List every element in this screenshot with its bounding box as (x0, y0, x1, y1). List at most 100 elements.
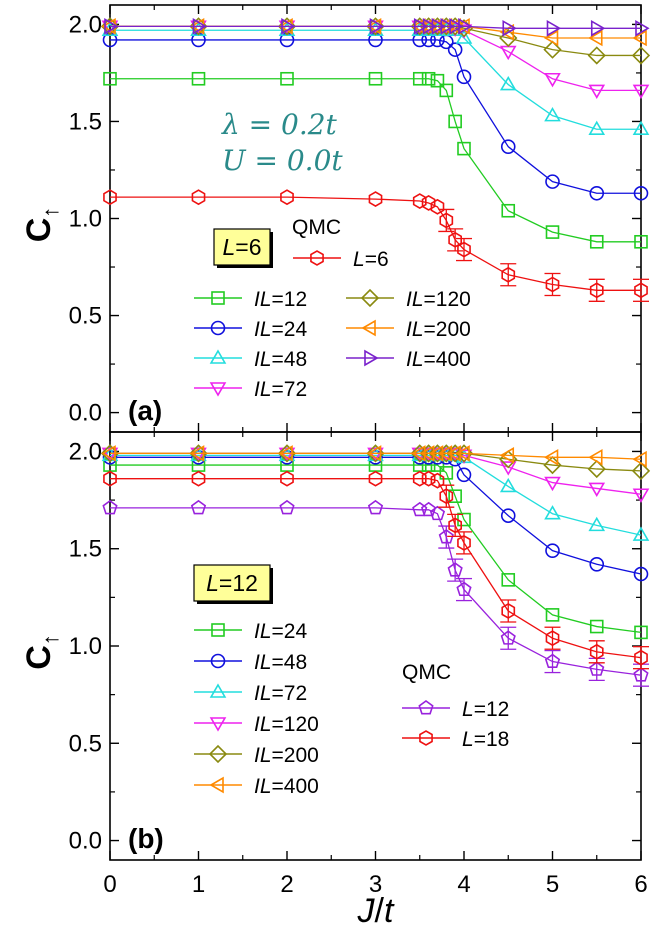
data-point (499, 477, 517, 493)
data-point (279, 499, 295, 515)
legend-marker (364, 349, 379, 367)
legend-label: IL=12 (254, 288, 307, 311)
legend-label: IL=200 (254, 744, 319, 767)
data-point (367, 499, 384, 515)
legend-entry: IL=120 (346, 288, 471, 311)
data-point (190, 499, 207, 515)
data-point (449, 18, 464, 35)
data-point (499, 447, 515, 464)
panel-label: (b) (128, 823, 164, 854)
box-background (213, 228, 271, 266)
data-point (422, 18, 438, 35)
data-point (430, 198, 445, 215)
legend-entry: L=18 (402, 728, 509, 751)
legend-entry: IL=24 (194, 318, 307, 341)
y-axis-label: C↑ (20, 207, 63, 243)
series-l-6 (103, 189, 649, 302)
data-point (501, 573, 516, 587)
data-point (368, 71, 383, 86)
data-point (589, 185, 605, 201)
data-point (500, 508, 516, 523)
data-point (456, 467, 472, 483)
legend-marker (310, 250, 324, 266)
parameter-annotation: λ = 0.2tU = 0.0t (221, 108, 343, 177)
data-point (458, 18, 473, 35)
data-point (279, 449, 295, 465)
data-point (634, 282, 648, 299)
data-point (635, 19, 650, 37)
data-point (545, 174, 560, 189)
legend-label: IL=72 (254, 378, 307, 401)
series-il-24 (102, 32, 649, 201)
legend-marker (209, 776, 224, 794)
data-point (437, 445, 453, 462)
box-label: L=12 (206, 570, 258, 596)
y-tick-label: 0.0 (69, 828, 102, 855)
data-point (411, 445, 426, 462)
data-point (588, 29, 603, 47)
legend-entry: IL=200 (194, 744, 319, 767)
data-point (369, 18, 385, 35)
data-point (545, 276, 560, 293)
data-point (439, 212, 454, 229)
legend-marker (360, 288, 380, 308)
data-point (633, 566, 649, 582)
data-point (501, 203, 516, 218)
series-l-18 (103, 470, 649, 670)
data-point (588, 448, 603, 466)
series-il-48 (102, 449, 649, 582)
data-point (632, 29, 647, 47)
y-tick-label: 0.0 (69, 400, 102, 427)
data-point (634, 649, 648, 666)
y-tick-label: 1.5 (69, 108, 102, 135)
data-point (455, 29, 473, 44)
data-point (281, 18, 296, 35)
data-point (543, 455, 562, 475)
series-il-72 (101, 20, 650, 99)
data-point (457, 241, 471, 258)
legend-marker (211, 291, 225, 305)
data-point (632, 450, 647, 468)
data-point (588, 516, 606, 532)
data-point (368, 449, 383, 465)
data-point (421, 71, 436, 86)
legend-label: IL=48 (254, 651, 307, 674)
x-tick-label: 3 (369, 871, 382, 898)
data-point (633, 185, 649, 201)
data-point (280, 189, 294, 206)
series-il-400 (101, 445, 647, 468)
data-point (448, 231, 463, 248)
legend-marker (210, 653, 226, 669)
legend-label: IL=24 (254, 318, 307, 341)
data-point (499, 450, 518, 469)
data-point (543, 29, 559, 47)
legend-entry: IL=400 (194, 775, 319, 798)
data-point (499, 45, 517, 61)
series-line (110, 507, 642, 676)
legend-entry: IL=24 (194, 620, 307, 643)
legend-entry: IL=48 (194, 651, 307, 674)
data-point (632, 84, 650, 99)
box-label: L=6 (222, 234, 261, 260)
y-tick-label: 1.5 (69, 536, 102, 563)
legend-entry: IL=72 (194, 378, 307, 401)
plot-frame (109, 4, 642, 433)
box-background (193, 564, 271, 602)
series-line (110, 478, 642, 659)
system-size-box: L=6 (213, 228, 273, 268)
x-tick-label: 2 (280, 871, 293, 898)
y-tick-label: 1.0 (69, 633, 102, 660)
annotation-line: λ = 0.2t (221, 108, 338, 141)
data-point (634, 625, 648, 640)
qmc-label: QMC (292, 216, 341, 239)
data-point (500, 630, 516, 645)
data-point (278, 20, 296, 35)
data-point (448, 489, 462, 504)
y-tick-label: 0.5 (69, 730, 102, 757)
x-axis-label: J/t (357, 892, 395, 930)
data-point (439, 488, 454, 505)
data-point (448, 114, 462, 129)
data-point (456, 69, 472, 85)
series-line (110, 39, 641, 194)
